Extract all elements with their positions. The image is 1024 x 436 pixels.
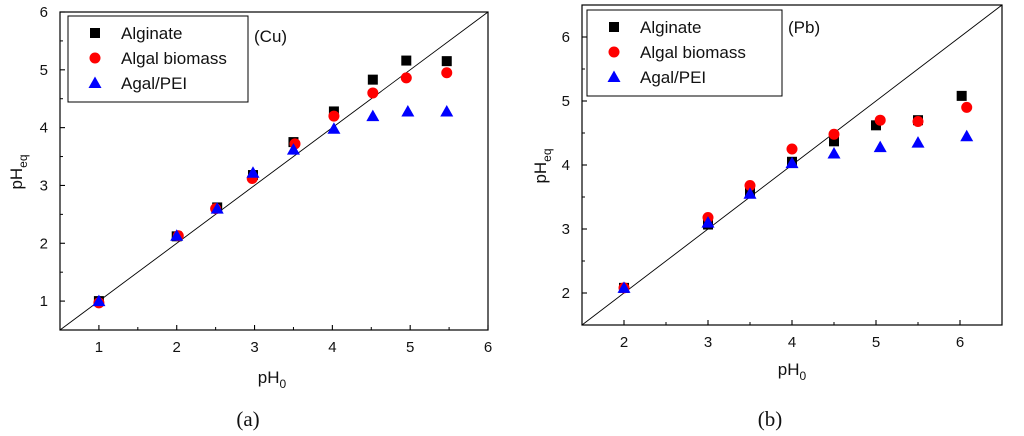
data-point — [367, 74, 378, 85]
data-point — [827, 146, 841, 159]
data-point — [328, 110, 340, 122]
y-axis-label: pHeq — [7, 154, 30, 189]
data-point — [874, 114, 886, 126]
panel-label: (b) — [758, 407, 783, 431]
data-point — [286, 143, 300, 155]
data-point — [785, 156, 799, 169]
legend-label: Agal/PEI — [121, 74, 187, 93]
legend: Alginate Algal biomass Agal/PEI — [586, 9, 783, 97]
data-point — [829, 136, 839, 147]
data-point — [170, 229, 184, 241]
legend-label: Alginate — [121, 24, 182, 43]
data-point — [441, 56, 452, 67]
data-point — [873, 140, 887, 153]
legend-label: Alginate — [640, 18, 701, 37]
legend-marker — [609, 22, 619, 32]
y-tick-label: 5 — [40, 62, 48, 79]
x-tick-label: 6 — [956, 334, 964, 351]
legend: Alginate Algal biomass Agal/PEI — [67, 15, 249, 103]
data-point — [828, 128, 840, 140]
x-tick-label: 1 — [95, 339, 103, 356]
x-axis-label-main: pH — [258, 368, 280, 387]
x-tick-label: 6 — [484, 339, 492, 356]
y-tick-label: 4 — [40, 120, 48, 137]
series-algal-biomass — [618, 101, 973, 294]
data-point — [401, 104, 415, 117]
data-point — [744, 179, 756, 191]
data-point — [956, 90, 967, 101]
y-axis-label-sub: eq — [540, 148, 554, 161]
reference-line — [59, 11, 489, 331]
y-tick-label: 2 — [562, 285, 570, 302]
legend-label: Algal biomass — [121, 49, 227, 68]
data-point — [367, 87, 379, 99]
data-point — [786, 143, 798, 155]
y-axis-label-main: pH — [531, 162, 550, 184]
data-point — [871, 120, 881, 131]
data-point — [617, 281, 631, 293]
x-tick-label: 3 — [250, 339, 258, 356]
series-agal-pei — [92, 104, 454, 307]
y-tick-label: 1 — [40, 293, 48, 310]
y-axis-label: pHeq — [531, 148, 554, 183]
panel-label: (a) — [236, 407, 259, 431]
x-axis-label-sub: 0 — [800, 369, 807, 383]
series-agal-pei — [617, 129, 974, 293]
y-tick-label: 5 — [562, 93, 570, 110]
data-point — [366, 109, 380, 122]
x-axis-label: pH0 — [258, 368, 287, 391]
data-point — [961, 101, 973, 113]
y-tick-label: 4 — [562, 157, 570, 174]
series-algal-biomass — [93, 67, 453, 309]
x-tick-label: 5 — [872, 334, 880, 351]
legend-marker — [88, 76, 102, 88]
data-point — [743, 187, 757, 199]
data-point — [441, 67, 453, 79]
data-point — [401, 55, 412, 66]
chart-cu: 1 2 3 4 5 6 1 2 3 4 5 6 Alginate Algal biomass Agal/PE… — [7, 4, 492, 431]
legend-marker — [607, 70, 621, 82]
data-point — [912, 115, 924, 127]
data-point — [92, 294, 106, 307]
chart-pb: 2 3 4 5 6 2 3 4 5 6 Alginate Algal biomass Agal/PEI (… — [531, 4, 1003, 431]
x-axis-label: pH0 — [778, 360, 807, 383]
panel-annotation: (Cu) — [254, 27, 287, 46]
x-tick-label: 3 — [704, 334, 712, 351]
y-tick-label: 2 — [40, 235, 48, 252]
y-tick-label: 6 — [562, 29, 570, 46]
y-tick-label: 3 — [562, 221, 570, 238]
legend-marker — [90, 28, 100, 38]
legend-label: Algal biomass — [640, 43, 746, 62]
data-point — [440, 104, 454, 117]
data-point — [246, 166, 260, 178]
legend-marker — [89, 52, 101, 64]
data-point — [911, 136, 925, 148]
x-tick-label: 4 — [788, 334, 796, 351]
data-point — [400, 72, 412, 84]
data-point — [327, 122, 341, 134]
y-axis-label-sub: eq — [16, 154, 30, 167]
x-tick-label: 2 — [620, 334, 628, 351]
data-point — [960, 129, 974, 142]
y-tick-label: 6 — [40, 4, 48, 21]
x-tick-label: 4 — [328, 339, 336, 356]
y-axis-label-main: pH — [7, 168, 26, 190]
plot-frame — [59, 11, 489, 331]
legend-marker — [608, 46, 620, 58]
x-tick-label: 5 — [406, 339, 414, 356]
x-axis-label-main: pH — [778, 360, 800, 379]
legend-label: Agal/PEI — [640, 68, 706, 87]
data-point — [701, 216, 715, 228]
x-axis-label-sub: 0 — [280, 377, 287, 391]
x-tick-label: 2 — [173, 339, 181, 356]
y-tick-label: 3 — [40, 177, 48, 194]
panel-annotation: (Pb) — [788, 18, 820, 37]
data-point — [210, 202, 224, 214]
